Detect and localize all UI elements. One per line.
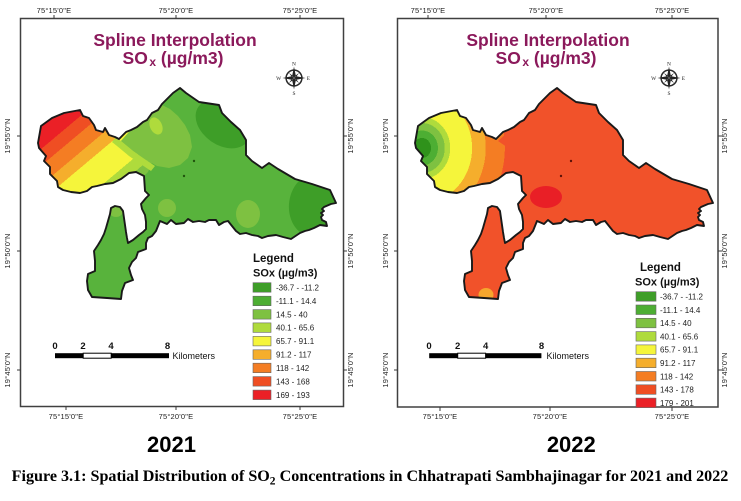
svg-text:91.2 - 117: 91.2 - 117 <box>276 351 312 360</box>
svg-text:14.5 - 40: 14.5 - 40 <box>660 319 692 328</box>
svg-text:75°20'0"E: 75°20'0"E <box>529 6 564 15</box>
svg-text:143 - 168: 143 - 168 <box>276 377 310 386</box>
svg-text:Spline Interpolation: Spline Interpolation <box>466 30 629 50</box>
svg-text:14.5 - 40: 14.5 - 40 <box>276 310 308 319</box>
svg-text:19°55'0"N: 19°55'0"N <box>3 118 12 153</box>
svg-text:SOx (µg/m3): SOx (µg/m3) <box>123 48 224 69</box>
svg-text:19°55'0"N: 19°55'0"N <box>381 118 390 153</box>
svg-text:169 - 193: 169 - 193 <box>276 391 310 400</box>
svg-text:118 - 142: 118 - 142 <box>276 364 310 373</box>
svg-text:0: 0 <box>52 341 57 352</box>
svg-text:2: 2 <box>455 341 460 352</box>
svg-text:0: 0 <box>426 341 431 352</box>
svg-text:179 - 201: 179 - 201 <box>660 399 694 408</box>
svg-text:2022: 2022 <box>547 432 596 457</box>
svg-text:Figure 3.1: Spatial Distributi: Figure 3.1: Spatial Distribution of SO2 … <box>12 468 729 488</box>
svg-text:75°15'0"E: 75°15'0"E <box>411 6 446 15</box>
svg-text:19°45'0"N: 19°45'0"N <box>381 352 390 387</box>
svg-text:91.2 - 117: 91.2 - 117 <box>660 359 696 368</box>
svg-text:19°45'0"N: 19°45'0"N <box>346 352 355 387</box>
svg-text:75°15'0"E: 75°15'0"E <box>37 6 72 15</box>
svg-text:118 - 142: 118 - 142 <box>660 372 694 381</box>
svg-text:19°55'0"N: 19°55'0"N <box>346 118 355 153</box>
svg-text:75°25'0"E: 75°25'0"E <box>655 6 690 15</box>
svg-text:Spline Interpolation: Spline Interpolation <box>93 30 256 50</box>
svg-text:SOx (µg/m3): SOx (µg/m3) <box>635 277 700 289</box>
svg-text:19°50'0"N: 19°50'0"N <box>346 233 355 268</box>
svg-text:75°25'0"E: 75°25'0"E <box>283 6 318 15</box>
svg-text:-36.7 - -11.2: -36.7 - -11.2 <box>660 293 704 302</box>
svg-text:75°20'0"E: 75°20'0"E <box>159 412 194 421</box>
svg-text:Kilometers: Kilometers <box>173 351 216 361</box>
svg-text:4: 4 <box>483 341 489 352</box>
svg-text:40.1 - 65.6: 40.1 - 65.6 <box>660 332 699 341</box>
svg-text:2: 2 <box>80 341 85 352</box>
svg-text:75°20'0"E: 75°20'0"E <box>533 412 568 421</box>
svg-text:2021: 2021 <box>147 432 196 457</box>
svg-text:19°45'0"N: 19°45'0"N <box>720 352 729 387</box>
svg-text:8: 8 <box>165 341 170 352</box>
svg-text:75°25'0"E: 75°25'0"E <box>283 412 318 421</box>
svg-text:65.7 - 91.1: 65.7 - 91.1 <box>276 337 315 346</box>
svg-text:-11.1 - 14.4: -11.1 - 14.4 <box>276 297 317 306</box>
svg-text:SOx (µg/m3): SOx (µg/m3) <box>253 268 318 280</box>
svg-text:75°15'0"E: 75°15'0"E <box>49 412 84 421</box>
svg-text:-36.7 - -11.2: -36.7 - -11.2 <box>276 284 320 293</box>
svg-text:75°25'0"E: 75°25'0"E <box>655 412 690 421</box>
svg-text:75°15'0"E: 75°15'0"E <box>423 412 458 421</box>
svg-text:Legend: Legend <box>640 262 681 274</box>
svg-text:19°55'0"N: 19°55'0"N <box>720 118 729 153</box>
svg-text:75°20'0"E: 75°20'0"E <box>159 6 194 15</box>
svg-text:143 - 178: 143 - 178 <box>660 386 694 395</box>
svg-text:8: 8 <box>539 341 544 352</box>
svg-text:SOx (µg/m3): SOx (µg/m3) <box>496 48 597 69</box>
svg-text:40.1 - 65.6: 40.1 - 65.6 <box>276 324 315 333</box>
svg-text:65.7 - 91.1: 65.7 - 91.1 <box>660 346 699 355</box>
svg-text:Legend: Legend <box>253 253 294 265</box>
svg-text:19°50'0"N: 19°50'0"N <box>3 233 12 268</box>
svg-text:19°45'0"N: 19°45'0"N <box>3 352 12 387</box>
svg-text:Kilometers: Kilometers <box>547 351 590 361</box>
svg-text:19°50'0"N: 19°50'0"N <box>720 233 729 268</box>
svg-text:4: 4 <box>108 341 114 352</box>
svg-text:-11.1 - 14.4: -11.1 - 14.4 <box>660 306 701 315</box>
svg-text:19°50'0"N: 19°50'0"N <box>381 233 390 268</box>
